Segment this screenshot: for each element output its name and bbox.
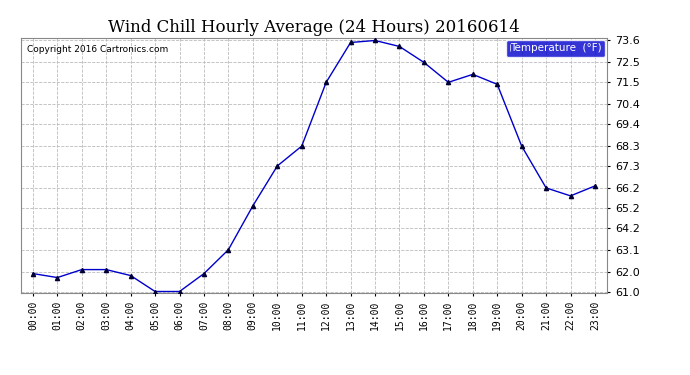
Legend: Temperature  (°F): Temperature (°F): [506, 40, 605, 57]
Title: Wind Chill Hourly Average (24 Hours) 20160614: Wind Chill Hourly Average (24 Hours) 201…: [108, 19, 520, 36]
Text: Copyright 2016 Cartronics.com: Copyright 2016 Cartronics.com: [26, 45, 168, 54]
